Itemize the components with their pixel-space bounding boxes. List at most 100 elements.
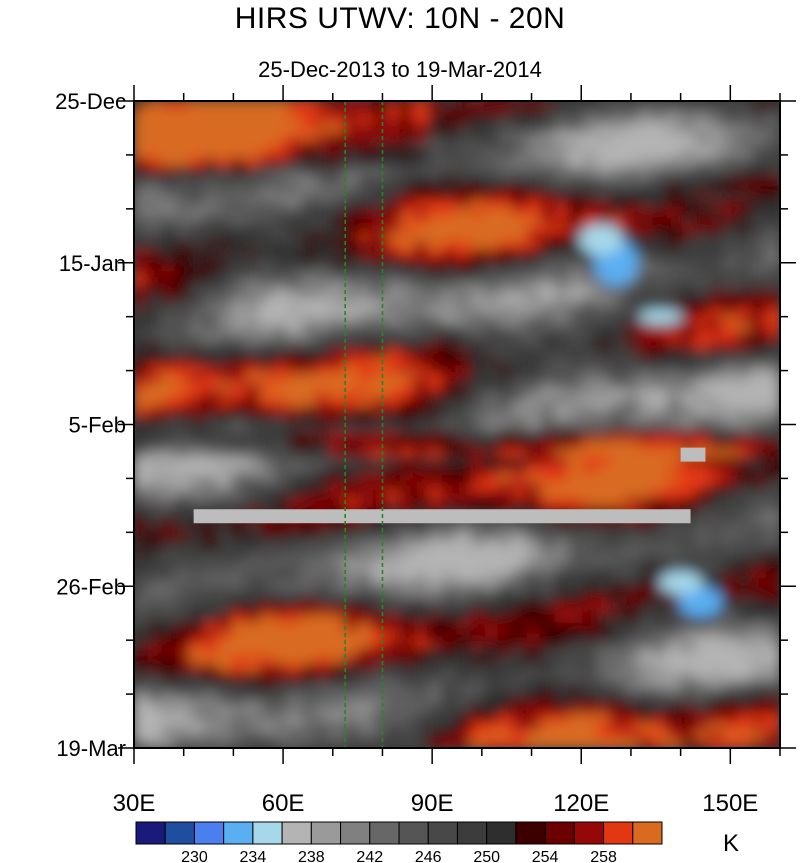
field-cell: [329, 108, 346, 119]
field-cell: [371, 182, 388, 194]
field-cell: [470, 622, 487, 633]
field-cell: [484, 108, 501, 119]
field-cell: [231, 133, 248, 144]
field-cell: [357, 431, 374, 443]
field-cell: [764, 241, 780, 252]
field-cell: [427, 572, 444, 584]
field-cell: [287, 705, 304, 716]
field-cell: [329, 382, 346, 393]
field-cell: [175, 531, 192, 542]
field-cell: [315, 158, 332, 169]
field-cell: [624, 572, 641, 584]
field-cell: [470, 556, 487, 567]
field-cell: [568, 423, 585, 434]
field-cell: [385, 199, 402, 210]
field-cell: [498, 108, 515, 119]
field-cell: [666, 440, 683, 451]
field-cell: [189, 581, 206, 592]
field-cell: [441, 182, 458, 194]
field-cell: [596, 174, 613, 185]
field-cell: [315, 149, 332, 161]
field-cell: [371, 539, 388, 550]
field-cell: [203, 166, 220, 177]
field-cell: [441, 539, 458, 550]
field-cell: [357, 365, 374, 376]
field-cell: [147, 249, 164, 260]
field-cell: [694, 738, 711, 748]
field-cell: [161, 672, 178, 683]
field-cell: [161, 456, 178, 467]
field-cell: [315, 265, 332, 277]
field-cell: [371, 664, 388, 675]
field-cell: [624, 431, 641, 443]
field-cell: [399, 166, 416, 177]
field-cell: [399, 655, 416, 667]
field-cell: [413, 323, 430, 335]
field-cell: [708, 730, 725, 741]
field-cell: [231, 473, 248, 484]
field-cell: [540, 299, 557, 310]
field-cell: [231, 149, 248, 161]
field-cell: [596, 207, 613, 219]
field-cell: [666, 622, 683, 633]
field-cell: [624, 556, 641, 567]
field-cell: [470, 655, 487, 667]
field-cell: [666, 124, 683, 136]
field-cell: [456, 448, 473, 459]
field-cell: [722, 224, 739, 235]
field-cell: [582, 265, 599, 277]
field-cell: [722, 464, 739, 476]
field-cell: [540, 149, 557, 161]
field-cell: [526, 224, 543, 235]
field-cell: [554, 174, 571, 185]
field-cell: [329, 158, 346, 169]
field-cell: [189, 614, 206, 625]
field-cell: [147, 489, 164, 501]
field-cell: [203, 224, 220, 235]
field-cell: [470, 241, 487, 252]
field-cell: [736, 630, 753, 642]
field-cell: [134, 531, 150, 542]
field-cell: [413, 605, 430, 617]
field-cell: [217, 207, 234, 219]
field-cell: [736, 730, 753, 741]
field-cell: [245, 365, 262, 376]
field-cell: [624, 713, 641, 725]
field-cell: [245, 614, 262, 625]
field-cell: [694, 365, 711, 376]
field-cell: [512, 415, 529, 426]
field-cell: [357, 133, 374, 144]
chart-subtitle: 25-Dec-2013 to 19-Mar-2014: [258, 57, 542, 82]
field-cell: [764, 680, 780, 691]
field-cell: [134, 473, 150, 484]
field-cell: [736, 158, 753, 169]
field-cell: [287, 101, 304, 111]
field-cell: [315, 315, 332, 326]
field-cell: [287, 605, 304, 617]
field-cell: [736, 655, 753, 667]
field-cell: [134, 133, 150, 144]
colorbar-swatch: [515, 821, 546, 845]
field-cell: [245, 655, 262, 667]
field-cell: [357, 440, 374, 451]
field-cell: [147, 101, 164, 111]
field-cell: [134, 307, 150, 318]
field-cell: [526, 697, 543, 708]
field-cell: [245, 149, 262, 161]
field-cell: [273, 307, 290, 318]
field-cell: [722, 423, 739, 434]
field-cell: [512, 382, 529, 393]
field-cell: [399, 539, 416, 550]
field-cell: [498, 158, 515, 169]
field-cell: [708, 323, 725, 335]
field-cell: [329, 655, 346, 667]
field-cell: [526, 423, 543, 434]
field-cell: [456, 182, 473, 194]
field-cell: [427, 697, 444, 708]
field-cell: [315, 382, 332, 393]
field-cell: [217, 498, 234, 509]
field-cell: [708, 531, 725, 542]
field-cell: [134, 730, 150, 741]
field-cell: [624, 108, 641, 119]
